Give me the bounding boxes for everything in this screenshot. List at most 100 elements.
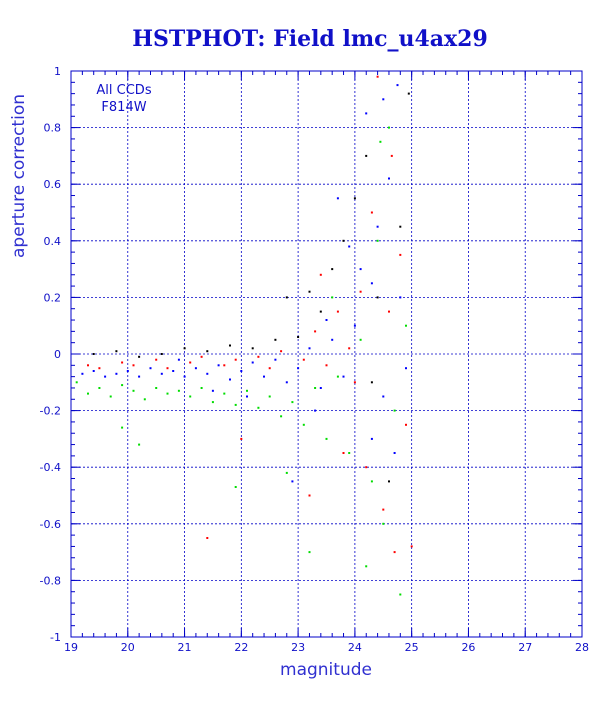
scatter-point [390,154,393,157]
scatter-point [336,197,339,200]
scatter-point [382,508,385,511]
scatter-point [115,372,118,375]
scatter-point [246,389,248,392]
scatter-point [399,296,402,299]
scatter-point [399,253,402,256]
scatter-point [155,387,158,389]
scatter-point [405,367,407,370]
scatter-point [104,375,107,378]
scatter-point [393,551,396,554]
scatter-point [331,338,334,341]
scatter-point [291,401,294,404]
scatter-point [342,375,345,378]
scatter-point [314,330,317,333]
scatter-point [348,452,351,454]
scatter-point [115,350,118,353]
scatter-point [155,358,158,361]
scatter-point [240,370,243,372]
scatter-point [407,92,410,95]
y-tick-label: 0.6 [44,178,62,191]
scatter-point [365,112,368,115]
scatter-point [370,282,373,285]
scatter-point [229,344,231,347]
scatter-point [359,338,362,341]
scatter-point [405,423,407,426]
scatter-point [189,361,192,364]
scatter-point [376,296,379,299]
scatter-points [75,75,413,596]
scatter-point [234,486,237,488]
scatter-point [399,593,402,596]
scatter-point [396,84,399,87]
scatter-point [331,268,334,271]
scatter-point [160,353,163,355]
scatter-point [177,389,180,392]
scatter-point [308,494,311,497]
scatter-point [92,370,95,372]
scatter-point [217,364,220,367]
x-tick-label: 27 [518,641,532,654]
scatter-point [138,355,141,358]
x-tick-label: 22 [234,641,248,654]
scatter-point [98,367,101,370]
scatter-point [109,395,112,398]
x-tick-label: 19 [64,641,78,654]
scatter-point [388,126,390,129]
scatter-point [257,406,260,409]
scatter-point [172,370,175,372]
scatter-point [206,372,209,375]
scatter-point [325,319,328,321]
y-tick-label: 0.2 [44,291,62,304]
scatter-point [319,273,322,276]
scatter-point [336,375,339,378]
x-axis-label: magnitude [280,660,372,680]
scatter-point [268,367,271,370]
scatter-point [359,290,362,293]
x-tick-label: 25 [405,641,419,654]
scatter-point [240,437,243,440]
scatter-point [143,398,146,401]
x-tick-label: 21 [178,641,192,654]
scatter-point [297,336,300,338]
scatter-point [399,225,402,228]
scatter-point [132,389,135,392]
scatter-point [206,350,209,353]
scatter-point [229,378,231,381]
annotation-ccds: All CCDs [96,83,151,98]
scatter-point [325,437,328,440]
scatter-point [280,415,283,418]
scatter-point [393,409,396,412]
scatter-point [365,466,368,469]
scatter-point [263,375,265,378]
scatter-point [308,290,311,293]
scatter-point [297,367,300,370]
scatter-point [370,211,373,214]
scatter-point [285,381,288,384]
scatter-point [149,367,152,370]
x-tick-label: 28 [575,641,589,654]
scatter-point [376,75,379,78]
scatter-point [138,375,141,378]
y-tick-label: -1 [50,631,61,644]
scatter-point [382,522,385,525]
axis-ticks [70,70,583,638]
scatter-point [126,370,129,372]
y-tick-label: -0.4 [40,461,61,474]
scatter-point [353,381,356,384]
scatter-point [319,310,322,313]
scatter-point [223,364,226,367]
scatter-point [365,154,368,157]
scatter-point [382,98,385,101]
scatter-point [268,395,271,398]
scatter-point [200,355,203,358]
scatter-point [280,350,283,353]
scatter-point [285,471,288,474]
scatter-point [98,387,101,389]
scatter-point [370,480,373,483]
scatter-point [302,423,305,426]
scatter-point [257,355,260,358]
scatter-point [206,537,209,539]
scatter-point [121,384,124,387]
y-tick-label: -0.8 [40,574,61,587]
